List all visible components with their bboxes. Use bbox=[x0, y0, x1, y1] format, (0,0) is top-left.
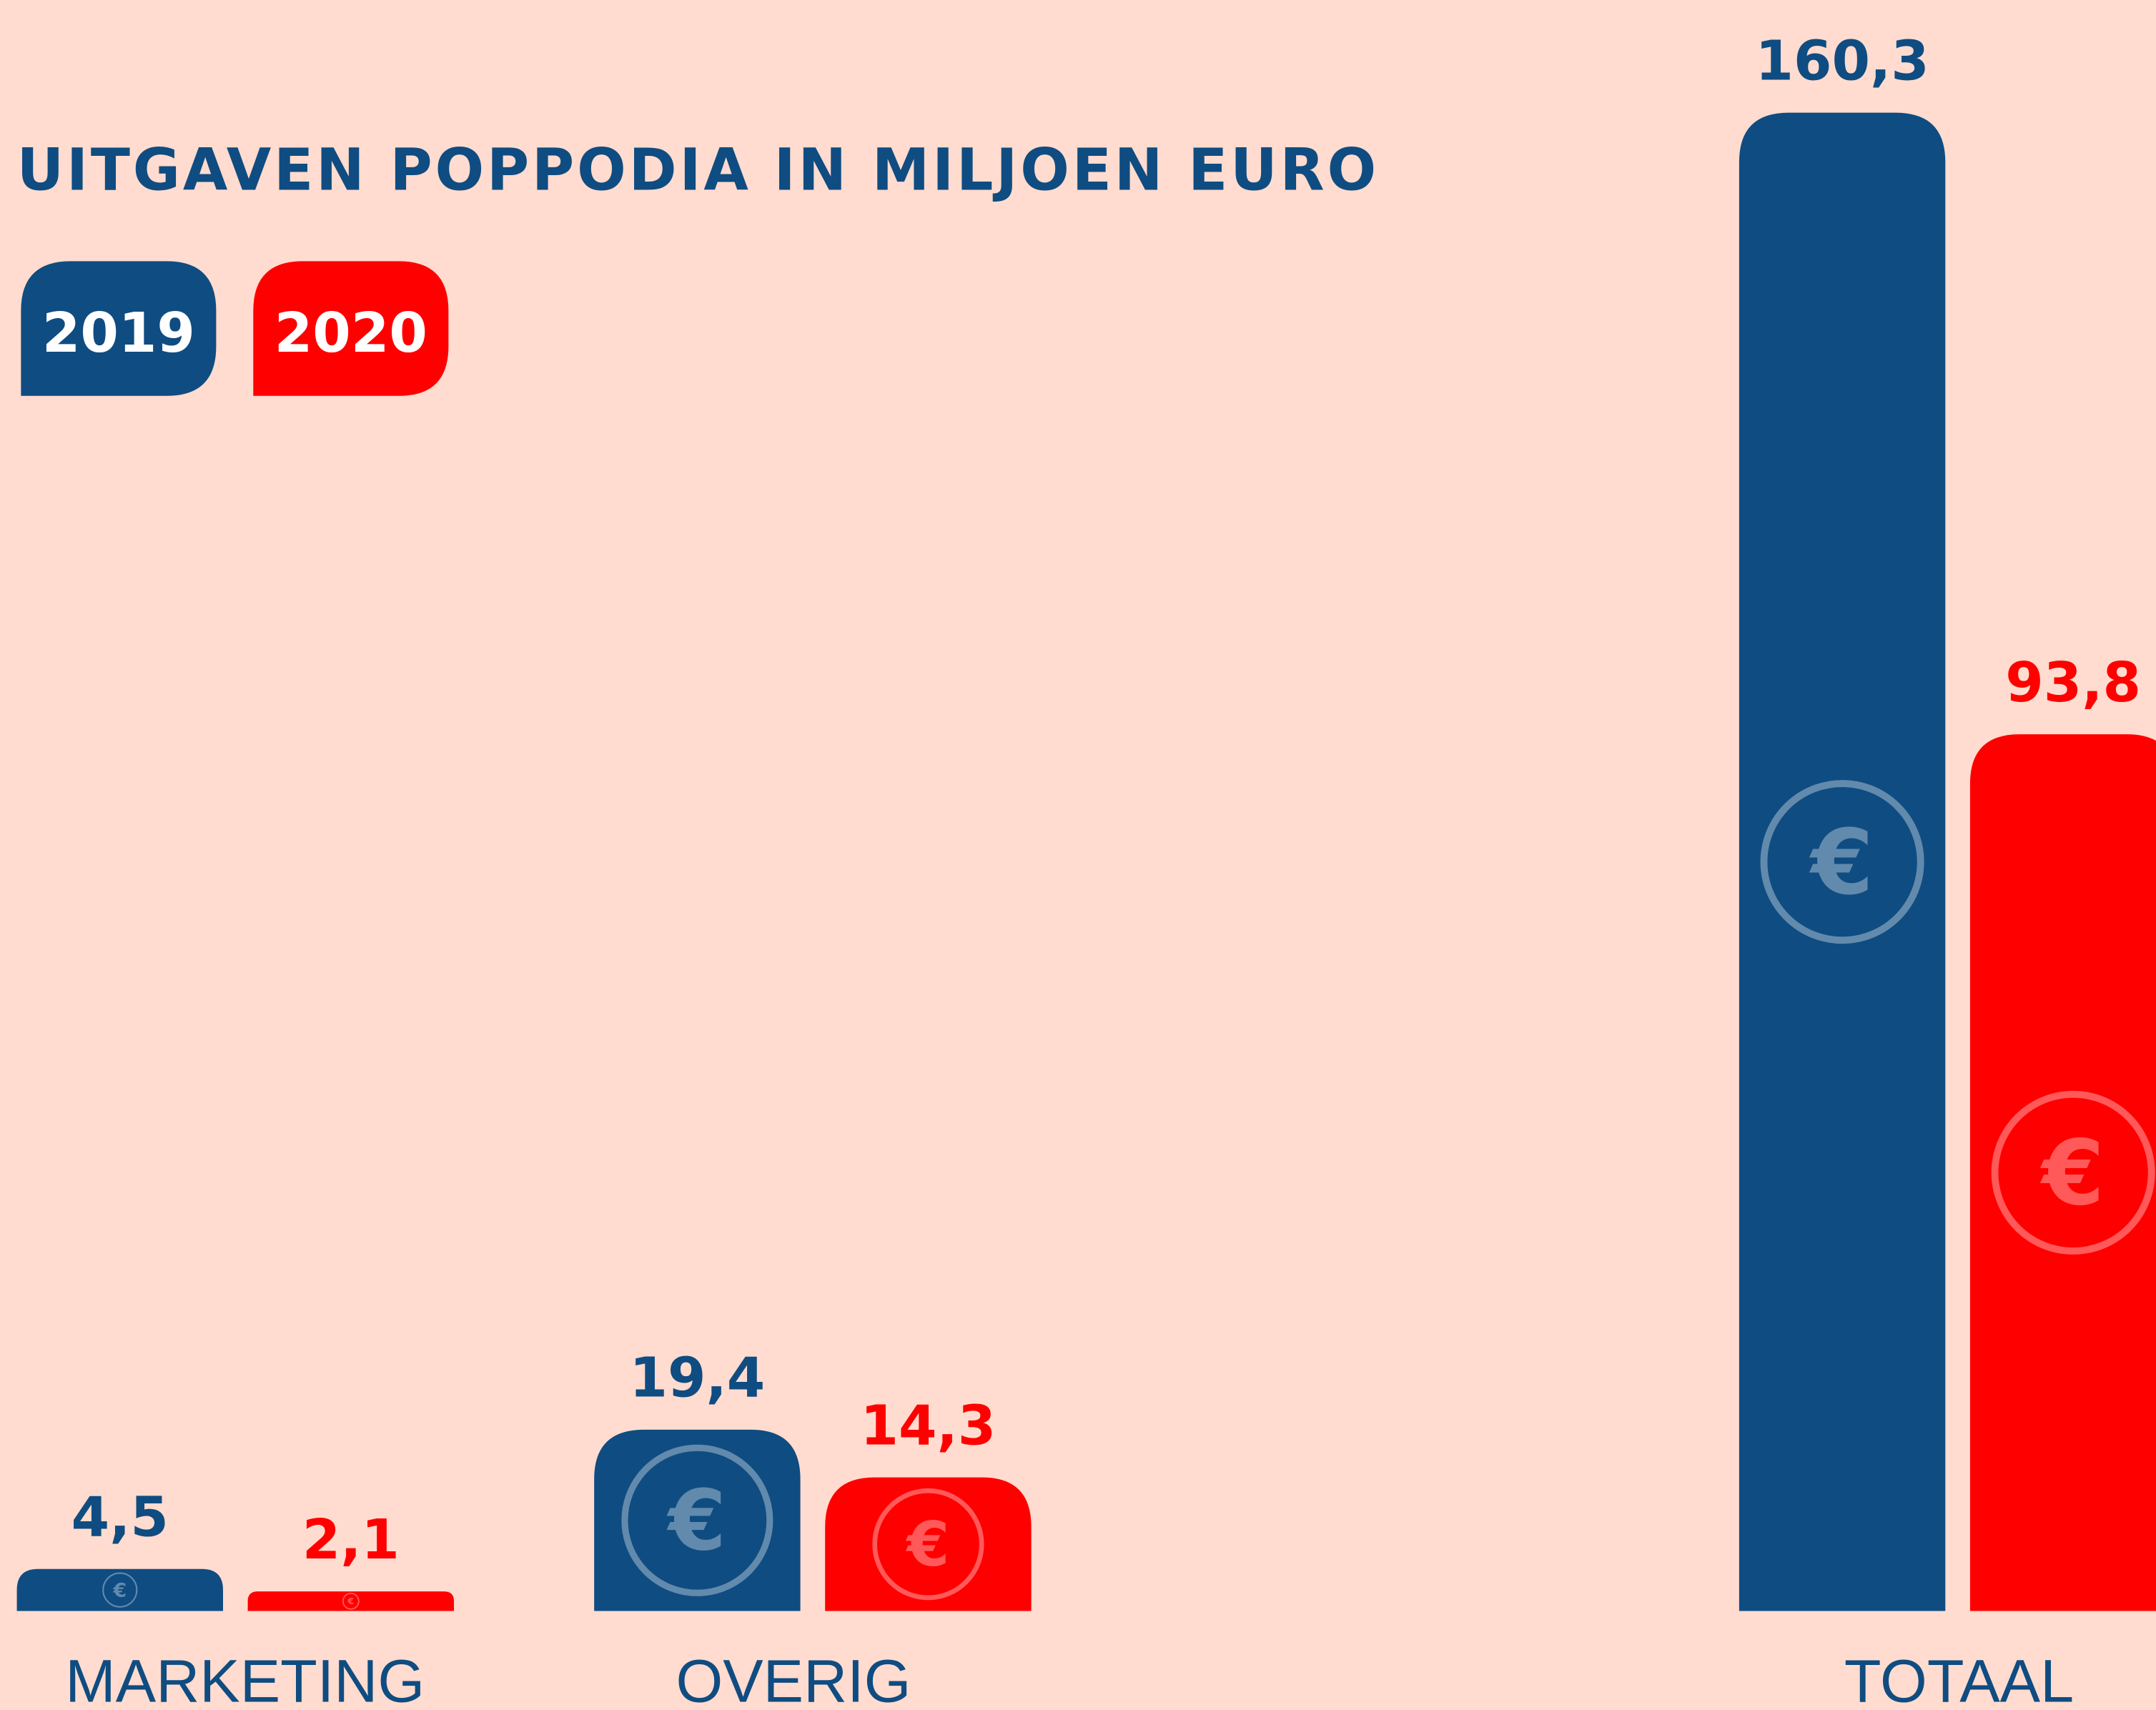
bar bbox=[247, 1591, 455, 1611]
euro-icon bbox=[1760, 780, 1924, 944]
bar bbox=[825, 1477, 1032, 1611]
legend-swatch bbox=[253, 261, 449, 396]
euro-icon: € bbox=[347, 1596, 354, 1606]
x-tick-label: OVERIG bbox=[676, 1646, 911, 1710]
euro-icon: € bbox=[1809, 809, 1874, 914]
chart-title: UITGAVEN POPPODIA IN MILJOEN EURO bbox=[17, 137, 1379, 204]
euro-icon bbox=[102, 1572, 138, 1608]
value-label: 93,8 bbox=[2005, 651, 2141, 715]
x-tick-label: TOTAAL bbox=[1844, 1646, 2074, 1710]
euro-icon bbox=[621, 1444, 773, 1596]
value-label: 2,1 bbox=[302, 1508, 400, 1572]
value-label: 4,5 bbox=[71, 1486, 169, 1550]
legend-swatch bbox=[21, 261, 217, 396]
legend-label: 2020 bbox=[275, 302, 427, 365]
value-label: 19,4 bbox=[630, 1347, 766, 1410]
euro-icon bbox=[342, 1592, 360, 1610]
value-label: 160,3 bbox=[1755, 30, 1929, 94]
bar bbox=[1739, 112, 1946, 1611]
euro-icon: € bbox=[112, 1580, 127, 1602]
value-label: 14,3 bbox=[861, 1394, 997, 1458]
bar bbox=[1969, 734, 2156, 1611]
legend-label: 2019 bbox=[42, 302, 195, 365]
bar bbox=[16, 1568, 224, 1611]
euro-icon: € bbox=[2039, 1120, 2105, 1225]
x-tick-label: MARKETING bbox=[65, 1646, 425, 1710]
euro-icon bbox=[872, 1488, 984, 1601]
euro-icon: € bbox=[666, 1472, 726, 1569]
euro-icon: € bbox=[905, 1509, 949, 1581]
bar bbox=[594, 1429, 801, 1611]
euro-icon bbox=[1991, 1090, 2155, 1255]
